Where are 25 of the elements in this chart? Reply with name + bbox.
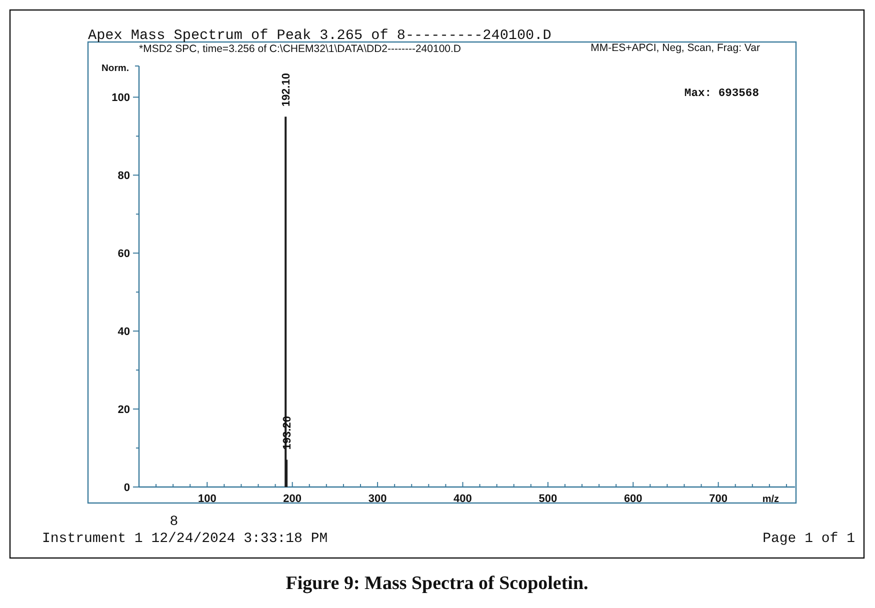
y-tick-label: 60: [118, 248, 130, 260]
annotation: Max: 693568: [684, 88, 760, 100]
y-tick-label: 80: [118, 170, 130, 182]
y-tick-label: 40: [118, 326, 130, 338]
x-tick-label: 200: [283, 493, 302, 505]
text: MM-ES+APCI, Neg, Scan, Frag: Var: [590, 42, 760, 54]
annotation: 193.20: [281, 416, 294, 450]
chart-title: Apex Mass Spectrum of Peak 3.265 of 8---------240100.D: [88, 28, 552, 44]
text: 8: [170, 514, 178, 530]
x-tick-label: 600: [624, 493, 642, 505]
y-tick-label: 20: [118, 404, 130, 416]
text: Instrument 1 12/24/2024 3:33:18 PM: [42, 531, 328, 547]
text: Page 1 of 1: [762, 531, 855, 547]
x-axis-title: m/z: [762, 494, 779, 505]
x-tick-label: 400: [454, 493, 472, 505]
x-tick-label: 300: [368, 493, 387, 505]
annotation: 192.10: [280, 73, 292, 107]
x-tick-label: 500: [538, 493, 558, 505]
x-tick-label: 700: [709, 493, 728, 505]
y-tick-label: 0: [124, 482, 130, 494]
caption: Figure 9: Mass Spectra of Scopoletin.: [286, 573, 588, 594]
y-axis-title: Norm.: [102, 63, 129, 74]
x-tick-label: 100: [198, 493, 216, 505]
y-tick-label: 100: [112, 92, 130, 104]
chart-subtitle: *MSD2 SPC, time=3.256 of C:\CHEM32\1\DATA\DD2--------240100.D: [139, 43, 462, 55]
